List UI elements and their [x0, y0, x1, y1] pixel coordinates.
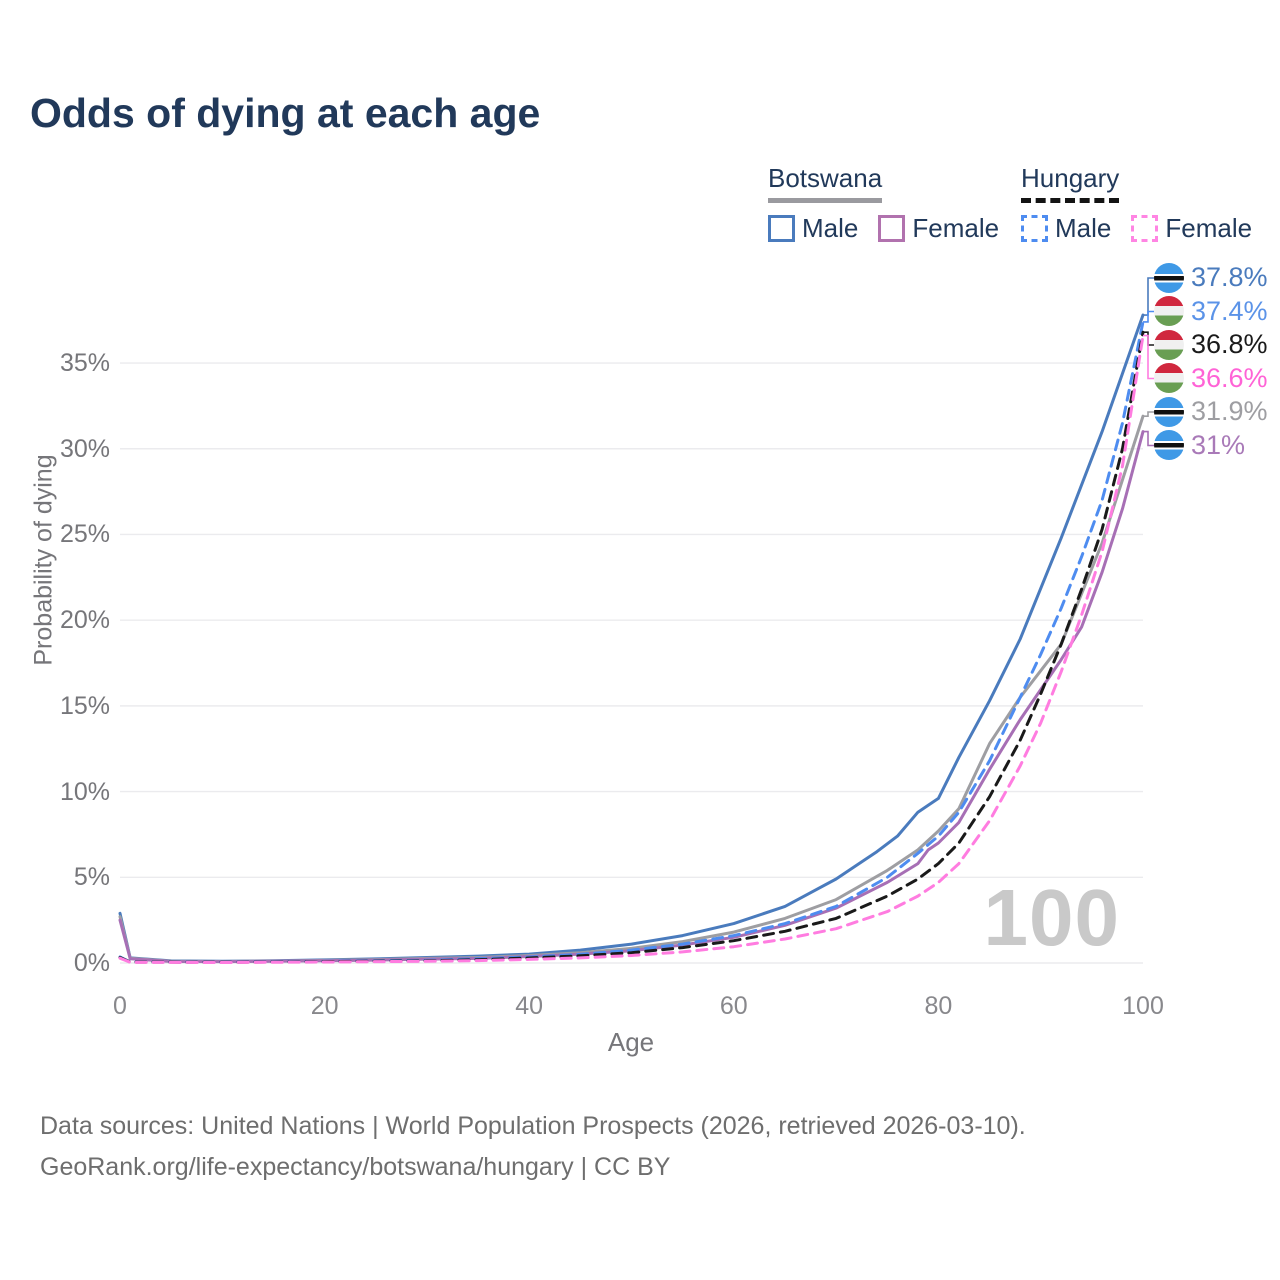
- legend-label: Female: [912, 213, 1000, 243]
- footer: Data sources: United Nations | World Pop…: [40, 1106, 1026, 1187]
- page-title: Odds of dying at each age: [30, 90, 541, 136]
- end-label-hungary-male: 37.4%: [1154, 296, 1268, 327]
- x-tick-label: 0: [113, 992, 127, 1020]
- x-axis-title: Age: [607, 1027, 655, 1057]
- end-label-hungary-female: 36.6%: [1154, 363, 1268, 394]
- x-tick-label: 20: [310, 992, 339, 1020]
- end-label-connector: [1143, 310, 1154, 323]
- line-hungary-both: [118, 330, 1145, 964]
- line-botswana-both: [118, 414, 1145, 963]
- y-tick-label: 15%: [59, 691, 110, 720]
- legend-label: Female: [1165, 213, 1253, 243]
- x-tick-label: 100: [1122, 992, 1164, 1020]
- end-value-label: 37.4%: [1191, 295, 1268, 326]
- hungary-flag-icon: [1154, 296, 1184, 326]
- data-sources-text: Data sources: United Nations | World Pop…: [40, 1112, 1026, 1140]
- end-value-label: 36.8%: [1191, 329, 1268, 359]
- y-tick-label: 10%: [59, 777, 110, 806]
- botswana-flag-icon: [1154, 430, 1184, 460]
- legend-country-hungary[interactable]: Hungary: [1021, 163, 1120, 203]
- botswana-male-swatch-icon: [768, 215, 795, 242]
- y-tick-label: 0%: [73, 949, 110, 977]
- y-tick-label: 5%: [73, 863, 110, 892]
- line-botswana-female: [118, 430, 1145, 964]
- legend-label: Male: [1055, 213, 1112, 243]
- end-label-connector: [1143, 334, 1154, 380]
- end-value-label: 37.8%: [1191, 262, 1268, 292]
- line-botswana-male: [118, 313, 1145, 963]
- end-label-connector: [1143, 430, 1154, 447]
- botswana-female-swatch-icon: [878, 215, 906, 242]
- legend-item-botswana-female[interactable]: Female: [878, 213, 999, 244]
- legend-group-hungary: Hungary Male Female: [1021, 163, 1252, 244]
- end-label-hungary-both: 36.8%: [1154, 329, 1268, 360]
- end-label-connector: [1143, 277, 1154, 316]
- x-tick-label: 40: [515, 992, 544, 1020]
- x-tick-label: 60: [719, 992, 748, 1020]
- y-tick-label: 35%: [59, 349, 110, 378]
- end-label-botswana-female: 31%: [1154, 430, 1245, 461]
- end-value-label: 36.6%: [1191, 362, 1268, 393]
- end-label-botswana-both: 31.9%: [1154, 396, 1268, 427]
- legend-label: Male: [802, 213, 859, 243]
- y-axis-title: Probability of dying: [29, 454, 58, 666]
- hungary-flag-icon: [1154, 329, 1184, 360]
- hungary-female-swatch-icon: [1131, 215, 1159, 242]
- end-label-connector: [1143, 411, 1154, 417]
- botswana-flag-icon: [1154, 262, 1184, 293]
- end-value-label: 31.9%: [1191, 396, 1268, 426]
- end-value-label: 31%: [1191, 429, 1246, 460]
- hungary-male-swatch-icon: [1021, 215, 1048, 242]
- line-hungary-female: [118, 334, 1145, 964]
- botswana-flag-icon: [1154, 396, 1184, 427]
- y-tick-label: 25%: [59, 520, 110, 549]
- legend-country-botswana[interactable]: Botswana: [768, 163, 883, 203]
- attribution-text: GeoRank.org/life-expectancy/botswana/hun…: [40, 1152, 671, 1181]
- x-tick-label: 80: [924, 992, 953, 1020]
- hungary-flag-icon: [1154, 363, 1184, 393]
- legend-item-hungary-male[interactable]: Male: [1021, 213, 1111, 244]
- legend-item-hungary-female[interactable]: Female: [1131, 213, 1252, 244]
- line-hungary-male: [118, 320, 1145, 964]
- y-tick-label: 30%: [59, 434, 110, 463]
- legend-group-botswana: Botswana Male Female: [768, 163, 999, 244]
- y-tick-label: 20%: [59, 606, 110, 635]
- age-counter-watermark: 100: [983, 873, 1120, 962]
- legend-item-botswana-male[interactable]: Male: [768, 213, 858, 244]
- end-label-botswana-male: 37.8%: [1154, 262, 1268, 293]
